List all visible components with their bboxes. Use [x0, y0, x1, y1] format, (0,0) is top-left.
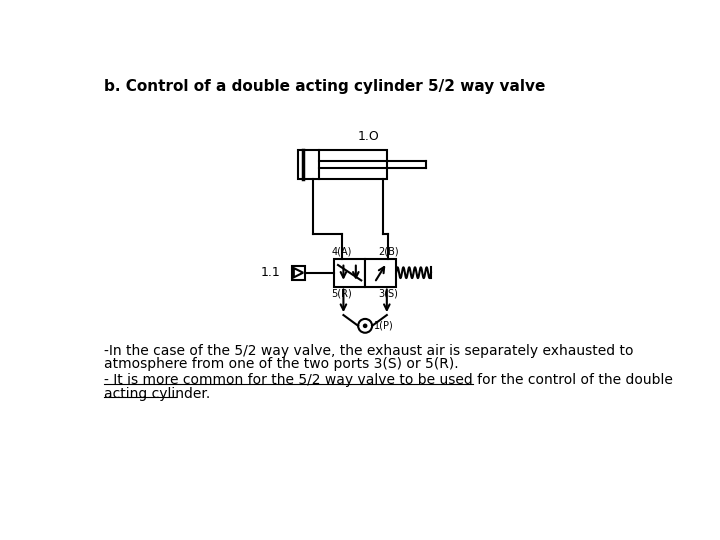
Bar — [292, 266, 305, 280]
Circle shape — [358, 319, 372, 333]
Text: b. Control of a double acting cylinder 5/2 way valve: b. Control of a double acting cylinder 5… — [104, 79, 545, 93]
Text: 1.1: 1.1 — [261, 266, 280, 279]
Bar — [334, 259, 365, 287]
Bar — [297, 150, 387, 179]
Bar — [365, 259, 396, 287]
Text: 4(A): 4(A) — [332, 247, 352, 256]
Text: -In the case of the 5/2 way valve, the exhaust air is separately exhausted to: -In the case of the 5/2 way valve, the e… — [104, 343, 634, 357]
Text: 5(R): 5(R) — [331, 289, 352, 299]
Polygon shape — [294, 268, 303, 278]
Text: 1(P): 1(P) — [374, 321, 394, 331]
Text: acting cylinder.: acting cylinder. — [104, 387, 210, 401]
Text: 2(B): 2(B) — [378, 247, 399, 256]
Text: 3(S): 3(S) — [379, 289, 398, 299]
Text: - It is more common for the 5/2 way valve to be used for the control of the doub: - It is more common for the 5/2 way valv… — [104, 373, 672, 387]
Text: 1.O: 1.O — [358, 130, 380, 143]
Text: atmosphere from one of the two ports 3(S) or 5(R).: atmosphere from one of the two ports 3(S… — [104, 357, 459, 372]
Circle shape — [363, 323, 367, 328]
